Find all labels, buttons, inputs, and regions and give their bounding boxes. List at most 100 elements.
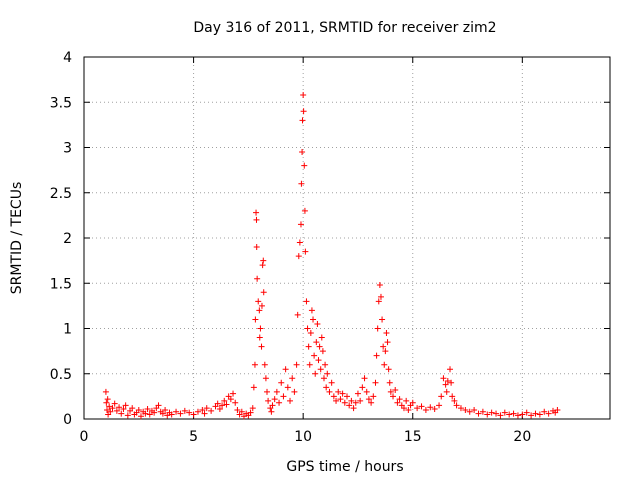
data-point: [307, 330, 314, 337]
data-point: [107, 408, 114, 415]
data-point: [253, 244, 260, 251]
data-point: [162, 406, 169, 413]
data-point: [449, 393, 456, 400]
data-point: [405, 406, 412, 413]
data-point: [173, 408, 180, 415]
data-point: [201, 410, 208, 417]
data-point: [383, 330, 390, 337]
data-point: [319, 348, 326, 355]
data-point: [333, 397, 340, 404]
data-point: [297, 221, 304, 228]
y-tick-label: 2.5: [50, 186, 72, 202]
x-axis-label: GPS time / hours: [286, 459, 403, 475]
data-point: [344, 393, 350, 400]
data-point: [227, 396, 234, 403]
data-point: [276, 399, 283, 406]
data-point: [256, 334, 263, 341]
data-point: [203, 405, 210, 412]
data-points: [102, 92, 561, 420]
data-point: [320, 375, 327, 382]
data-point: [304, 325, 311, 332]
data-point: [247, 409, 254, 416]
data-point: [427, 404, 434, 411]
data-point: [118, 410, 125, 417]
data-point: [177, 410, 184, 417]
data-point: [346, 402, 353, 409]
data-point: [447, 366, 454, 373]
data-point: [219, 402, 226, 409]
data-point: [234, 406, 241, 413]
data-point: [394, 399, 401, 406]
data-point: [223, 401, 230, 408]
data-point: [299, 149, 306, 156]
data-point: [221, 397, 228, 404]
data-point: [260, 289, 267, 296]
data-point: [300, 92, 307, 99]
y-tick-label: 1.5: [50, 276, 72, 292]
data-point: [381, 361, 388, 368]
data-point: [301, 162, 308, 169]
data-point: [390, 393, 397, 400]
data-point: [299, 117, 306, 124]
data-point: [230, 390, 237, 397]
data-point: [359, 384, 366, 391]
data-point: [254, 275, 261, 282]
data-point: [259, 262, 266, 269]
data-point: [440, 375, 447, 382]
data-point: [269, 402, 276, 409]
data-point: [341, 399, 348, 406]
data-point: [194, 408, 201, 415]
data-point: [418, 403, 425, 410]
data-point: [251, 361, 258, 368]
data-point: [151, 409, 158, 416]
data-point: [216, 406, 223, 413]
data-point: [396, 396, 403, 403]
data-point: [122, 402, 129, 409]
data-point: [376, 282, 383, 289]
data-point: [541, 408, 548, 415]
data-point: [120, 406, 127, 413]
data-point: [348, 397, 355, 404]
data-point: [442, 381, 449, 388]
data-point: [403, 397, 410, 404]
data-point: [317, 366, 324, 373]
data-point: [135, 406, 142, 413]
data-point: [186, 409, 193, 416]
data-point: [375, 298, 382, 305]
data-point: [308, 307, 315, 314]
data-point: [380, 343, 387, 350]
y-tick-label: 3.5: [50, 95, 72, 111]
data-point: [354, 390, 361, 397]
data-point: [190, 411, 197, 418]
data-point: [339, 390, 346, 397]
data-point: [268, 408, 275, 415]
data-point: [300, 108, 307, 115]
data-point: [506, 411, 513, 418]
data-point: [352, 399, 359, 406]
data-point: [471, 406, 478, 413]
data-point: [144, 406, 151, 413]
x-tick-label: 10: [294, 429, 312, 445]
data-point: [305, 343, 312, 350]
data-point: [488, 409, 495, 416]
data-point: [436, 402, 443, 409]
data-point: [113, 407, 120, 414]
data-point: [431, 406, 438, 413]
data-point: [214, 400, 221, 407]
data-point: [258, 302, 265, 309]
data-point: [497, 412, 504, 419]
data-point: [311, 352, 318, 359]
y-tick-label: 0.5: [50, 367, 72, 383]
data-point: [312, 370, 319, 377]
data-point: [103, 399, 110, 406]
data-point: [255, 298, 262, 305]
data-point: [313, 339, 320, 346]
data-point: [523, 409, 530, 416]
data-point: [310, 316, 317, 323]
data-point: [102, 388, 109, 395]
data-point: [328, 379, 335, 386]
data-point: [335, 388, 342, 395]
chart-title: Day 316 of 2011, SRMTID for receiver zim…: [193, 20, 496, 36]
data-point: [466, 408, 473, 415]
data-point: [373, 352, 380, 359]
